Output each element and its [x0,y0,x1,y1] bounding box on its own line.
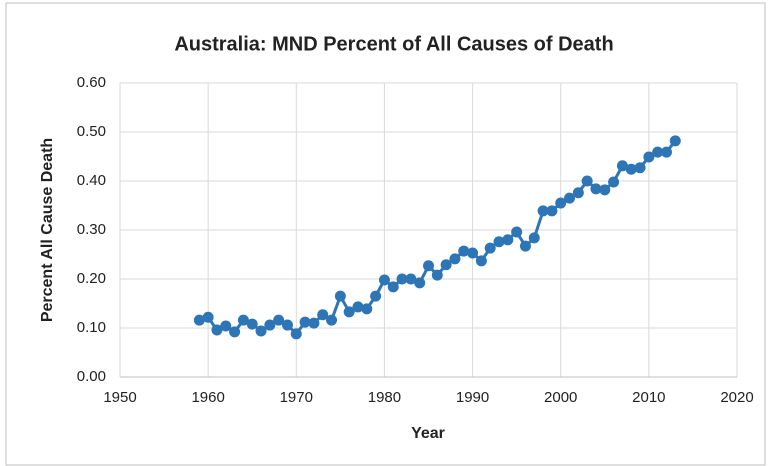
data-point [590,183,602,195]
data-point [229,326,241,338]
data-point [326,314,338,326]
data-point [660,146,672,158]
data-point [378,274,390,286]
data-point [528,232,540,244]
data-point [475,255,487,267]
x-axis-label: Year [411,425,445,442]
data-point [246,318,258,330]
data-point [334,290,346,302]
x-tick-label: 2020 [720,389,753,406]
data-point [387,281,399,293]
data-point [502,234,514,246]
data-point [546,205,558,217]
data-point [308,317,320,329]
y-tick-label: 0.10 [77,319,106,336]
data-point [608,176,620,188]
data-point [423,260,434,272]
data-point [555,197,567,209]
data-point [643,151,655,163]
data-point [440,259,452,271]
y-tick-label: 0.30 [77,221,106,238]
data-point [449,253,461,265]
data-point [281,319,293,331]
data-point [370,290,382,302]
data-point [537,205,549,217]
data-point [652,146,664,158]
data-point [581,175,593,187]
data-point [299,316,311,328]
y-tick-label: 0.60 [77,74,106,91]
data-point [669,135,681,147]
chart-border [5,2,766,466]
x-tick-label: 1980 [368,389,401,406]
data-point [317,309,329,321]
data-point [290,328,302,340]
data-point [493,236,505,248]
data-point [431,269,443,281]
y-tick-label: 0.50 [77,123,106,140]
data-point [519,240,531,252]
x-tick-label: 1960 [191,389,224,406]
chart-title: Australia: MND Percent of All Causes of … [174,33,613,55]
data-point [405,273,417,285]
data-point [625,163,637,175]
x-tick-label: 1970 [280,389,313,406]
data-point [202,311,214,323]
data-point [511,226,523,238]
data-point [255,325,267,337]
data-point [572,187,584,199]
y-tick-label: 0.00 [77,368,106,385]
data-point [484,242,496,254]
data-point [352,301,364,313]
data-point [616,160,628,172]
data-point [273,314,285,326]
data-point [361,303,373,315]
data-point [264,319,276,331]
y-tick-label: 0.40 [77,172,106,189]
data-point [599,184,611,196]
data-point [220,320,232,332]
x-tick-label: 2000 [544,389,577,406]
data-point [414,277,426,289]
y-tick-label: 0.20 [77,270,106,287]
data-point [343,306,355,318]
data-point [564,192,576,204]
x-tick-label: 2010 [632,389,665,406]
data-point [193,314,205,326]
data-point [467,247,479,259]
x-tick-label: 1950 [103,389,136,406]
y-axis-label: Percent All Cause Death [39,138,56,322]
data-point [211,324,223,336]
data-point [634,162,646,174]
data-point [458,245,470,257]
data-point [237,314,249,326]
x-tick-label: 1990 [456,389,489,406]
data-point [396,273,408,285]
